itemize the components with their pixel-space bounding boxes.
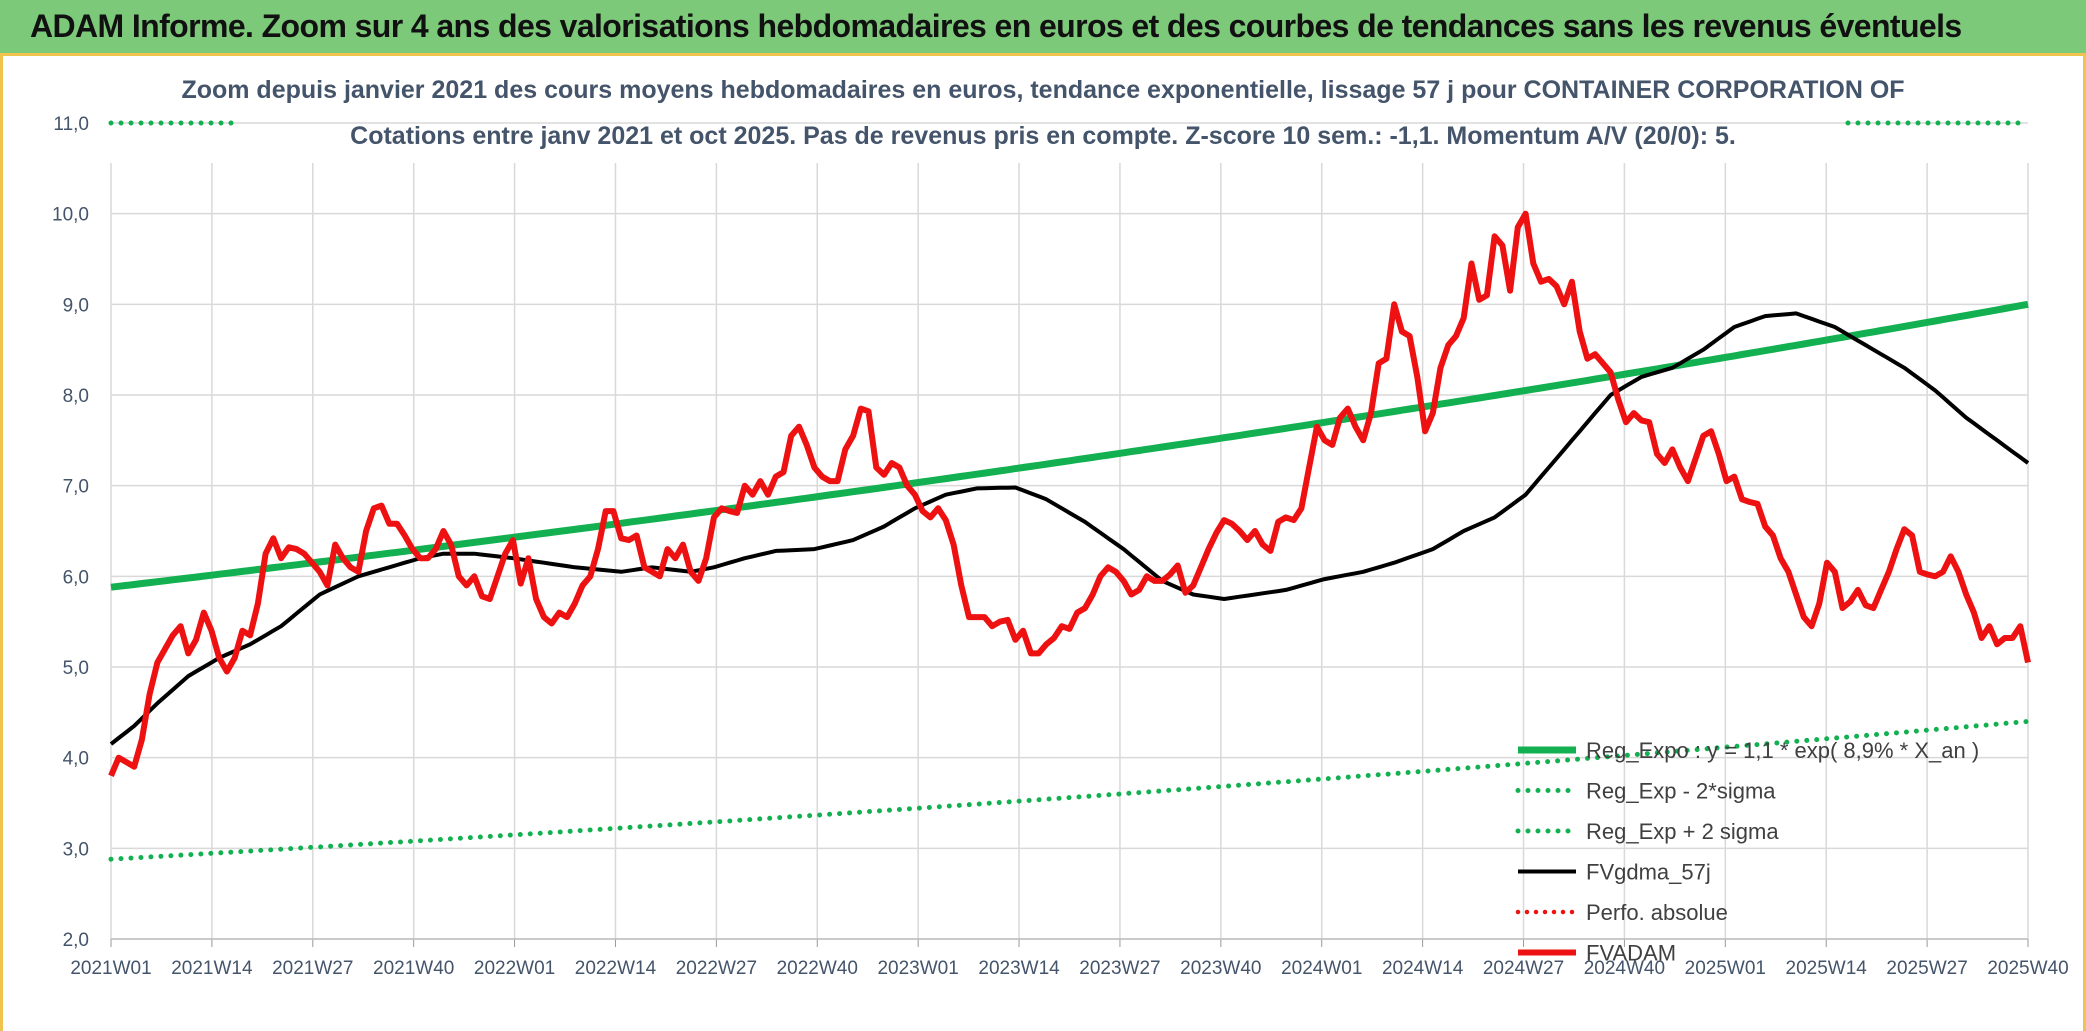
series-line-reg-exp-2-sigma	[108, 718, 2031, 862]
y-tick-label: 10,0	[52, 205, 89, 226]
legend-label: Reg_Exp - 2*sigma	[1586, 779, 1776, 804]
report-title: ADAM Informe. Zoom sur 4 ans des valoris…	[30, 8, 1962, 44]
series-line-reg-expo-y-1-1-exp-8-9-x-an	[110, 300, 2029, 591]
x-tick-label: 2021W40	[373, 958, 454, 979]
x-tick-label: 2021W27	[272, 958, 353, 979]
legend-label: Reg_Expo : y = 1,1 * exp( 8,9% * X_an )	[1586, 738, 1979, 763]
chart-title: Zoom depuis janvier 2021 des cours moyen…	[181, 76, 1904, 104]
x-tick-label: 2024W40	[1584, 958, 1665, 979]
y-axis: 2,0 3,0 4,0 5,0 6,0 7,0 8,0 9,0 10,0 11,0	[52, 114, 89, 951]
x-tick-label: 2023W01	[877, 958, 958, 979]
y-tick-label: 6,0	[63, 567, 89, 588]
y-tick-label: 7,0	[63, 477, 89, 498]
y-tick-label: 8,0	[63, 386, 89, 407]
legend-label: FVADAM	[1586, 941, 1676, 966]
x-axis: 2021W01 2021W14 2021W27 2021W40 2022W01 2022W…	[70, 938, 2069, 979]
x-tick-label: 2022W14	[575, 958, 657, 979]
x-tick-label: 2024W01	[1281, 958, 1362, 979]
x-tick-label: 2025W27	[1886, 958, 1967, 979]
x-tick-label: 2022W27	[676, 958, 757, 979]
x-tick-label: 2022W40	[777, 958, 858, 979]
x-tick-label: 2023W40	[1180, 958, 1261, 979]
y-tick-label: 4,0	[63, 749, 89, 770]
y-tick-label: 9,0	[63, 295, 89, 316]
series-line-fvadam	[108, 210, 2031, 777]
legend: Reg_Expo : y = 1,1 * exp( 8,9% * X_an ) R…	[1515, 738, 1979, 966]
x-tick-label: 2022W01	[474, 958, 555, 979]
chart-subtitle: Cotations entre janv 2021 et oct 2025. P…	[350, 122, 1736, 150]
series-lines	[108, 120, 2031, 862]
legend-label: FVgdma_57j	[1586, 860, 1711, 885]
x-tick-label: 2024W27	[1483, 958, 1564, 979]
x-tick-label: 2021W14	[171, 958, 253, 979]
line-chart: Zoom depuis janvier 2021 des cours moyen…	[52, 76, 2069, 979]
x-tick-label: 2021W01	[70, 958, 151, 979]
chart-frame: Zoom depuis janvier 2021 des cours moyen…	[0, 56, 2086, 1031]
x-tick-label: 2024W14	[1382, 958, 1464, 979]
y-tick-label: 11,0	[53, 114, 89, 135]
x-tick-label: 2023W14	[978, 958, 1060, 979]
x-tick-label: 2023W27	[1079, 958, 1160, 979]
legend-label: Reg_Exp + 2 sigma	[1586, 819, 1779, 844]
y-tick-label: 2,0	[63, 930, 89, 951]
x-tick-label: 2025W01	[1685, 958, 1766, 979]
x-tick-label: 2025W14	[1786, 958, 1868, 979]
x-tick-label: 2025W40	[1987, 958, 2068, 979]
report-banner: ADAM Informe. Zoom sur 4 ans des valoris…	[0, 0, 2086, 56]
y-tick-label: 3,0	[63, 839, 89, 860]
y-tick-label: 5,0	[63, 658, 89, 679]
legend-label: Perfo. absolue	[1586, 900, 1728, 925]
